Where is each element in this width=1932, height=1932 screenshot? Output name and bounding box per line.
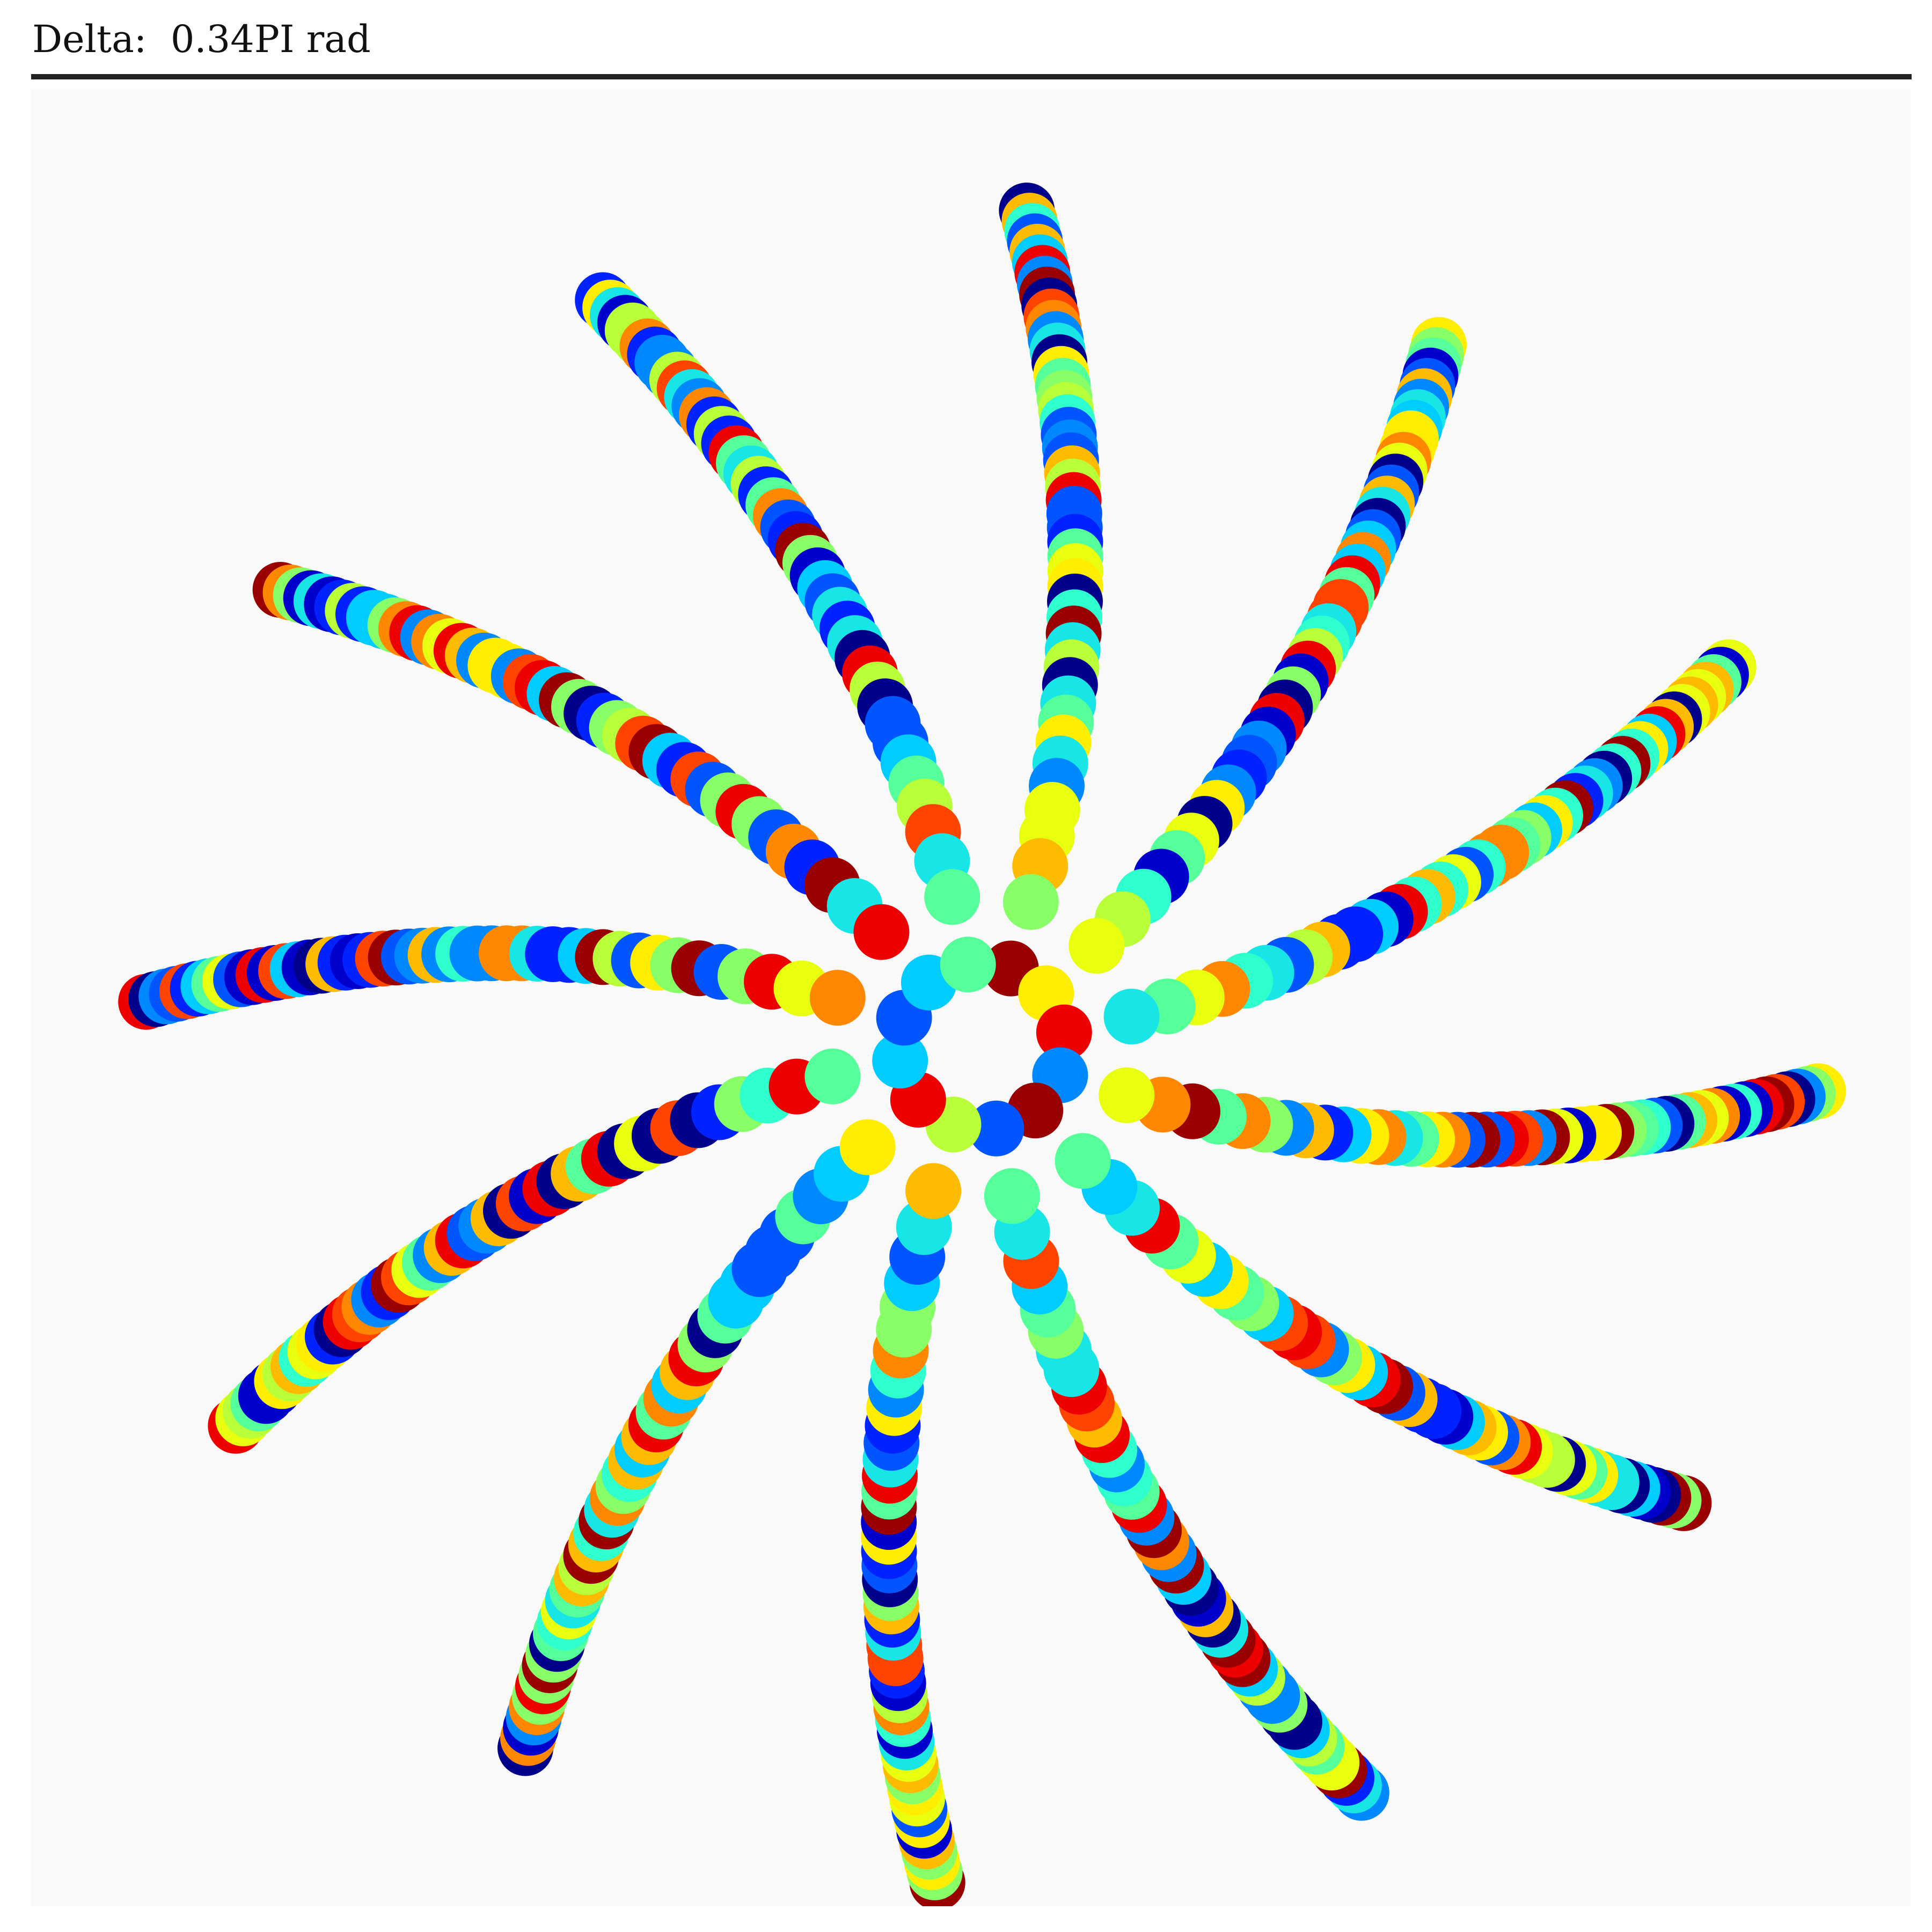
artwork-panel: [31, 89, 1911, 1906]
dot-arm: [118, 925, 932, 1045]
dot-arms: [118, 182, 1846, 1906]
dot: [905, 1163, 961, 1219]
dot: [840, 1119, 896, 1175]
dot-arm: [983, 182, 1103, 996]
dot: [1099, 1067, 1154, 1123]
title-underline: [31, 74, 1912, 79]
dot: [924, 869, 980, 925]
dot: [1003, 874, 1059, 930]
dot-arm: [1036, 639, 1757, 1060]
dot: [940, 936, 996, 992]
dot-arm: [208, 1033, 928, 1454]
dot: [853, 904, 909, 960]
dot-arm: [861, 1096, 981, 1906]
dot: [984, 1168, 1040, 1224]
dot: [1104, 989, 1160, 1044]
dot-arm: [575, 272, 996, 992]
dot: [1055, 1133, 1111, 1189]
spiral-dot-artwork: [31, 89, 1911, 1906]
dot: [1069, 918, 1124, 974]
dot: [810, 970, 866, 1026]
dot-arm: [968, 1101, 1389, 1821]
dot: [804, 1049, 860, 1104]
header: Delta: 0.34PI rad: [31, 13, 1909, 77]
dot-arm: [1032, 1048, 1846, 1168]
page-title: Delta: 0.34PI rad: [32, 20, 371, 58]
